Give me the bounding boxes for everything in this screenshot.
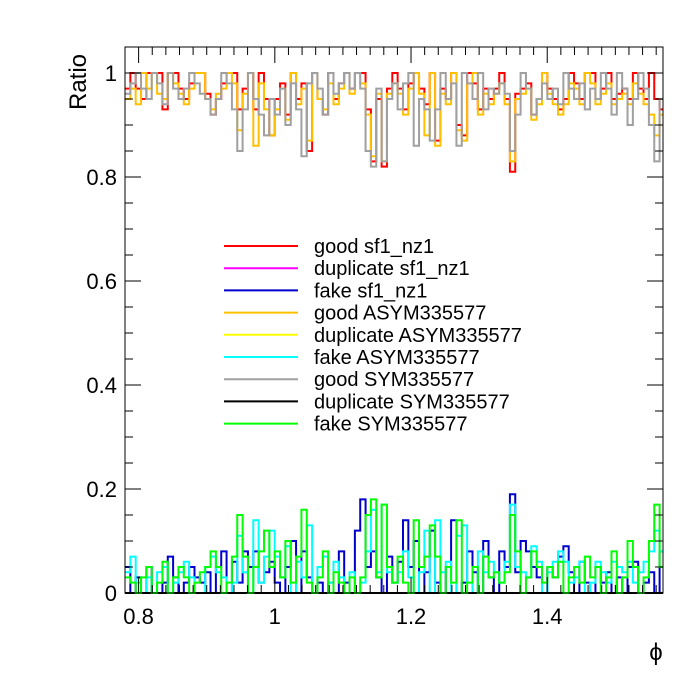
x-tick-label: 0.8 (123, 604, 154, 629)
y-tick-label: 0.8 (86, 165, 117, 190)
legend-label: fake ASYM335577 (314, 347, 480, 369)
y-tick-label: 0.6 (86, 269, 117, 294)
y-tick-label: 0.4 (86, 373, 117, 398)
y-tick-labels: 0 0.2 0.4 0.6 0.8 1 (86, 61, 117, 606)
series-line-7 (125, 72, 663, 168)
y-axis-title: Ratio (65, 54, 92, 110)
y-tick-label: 0 (105, 581, 117, 606)
legend-label: good SYM335577 (314, 369, 474, 391)
legend-label: good sf1_nz1 (314, 236, 434, 258)
x-tick-label: 1.4 (532, 604, 563, 629)
y-tick-label: 1 (105, 61, 117, 86)
legend-label: duplicate ASYM335577 (314, 325, 522, 347)
legend-label: good ASYM335577 (314, 303, 486, 325)
legend-label: duplicate SYM335577 (314, 391, 510, 413)
legend-label: fake sf1_nz1 (314, 280, 427, 302)
plot-frame (124, 46, 664, 594)
legend: good sf1_nz1 duplicate sf1_nz1 fake sf1_… (224, 236, 522, 436)
x-axis-title: ϕ (649, 639, 662, 666)
x-tick-label: 1 (269, 604, 281, 629)
x-tick-labels: 0.8 1 1.2 1.4 (123, 604, 562, 629)
y-tick-label: 0.2 (86, 477, 117, 502)
legend-label: fake SYM335577 (314, 414, 467, 436)
legend-label: duplicate sf1_nz1 (314, 258, 470, 280)
series-line-9 (125, 498, 663, 594)
x-tick-label: 1.2 (396, 604, 427, 629)
ticks-layer (124, 47, 663, 594)
